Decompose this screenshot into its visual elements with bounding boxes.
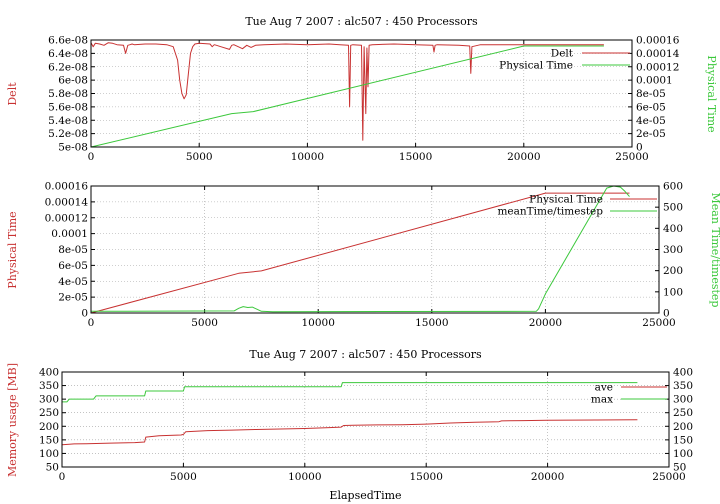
y-tick-label: 400 [39,367,59,379]
x-tick-label: 15000 [409,471,442,483]
y2-tick-label: 8e-05 [636,88,666,100]
x-tick-label: 20000 [507,151,540,163]
y2-tick-label: 600 [663,181,683,193]
y-axis-label: Physical Time [6,211,19,288]
y-tick-label: 5.4e-08 [48,115,88,127]
y2-axis-label: Mean Time/timestep [709,193,720,308]
y2-tick-label: 250 [673,407,693,419]
y-tick-label: 0.00014 [45,196,89,208]
legend-label: Physical Time [499,60,573,72]
y2-tick-label: 350 [673,380,693,392]
x-tick-label: 5000 [191,317,218,329]
x-tick-label: 5000 [170,471,197,483]
y-tick-label: 6e-08 [58,75,88,87]
y2-tick-label: 200 [673,421,693,433]
y-tick-label: 5.8e-08 [48,88,88,100]
y2-tick-label: 4e-05 [636,115,666,127]
y2-tick-label: 2e-05 [636,128,666,140]
y2-tick-label: 50 [673,462,686,474]
legend-label: ave [595,382,613,394]
x-tick-label: 25000 [642,317,675,329]
y2-tick-label: 200 [663,265,683,277]
plot-frame [90,185,660,314]
y-tick-label: 200 [39,421,59,433]
y-tick-label: 0.0001 [51,228,88,240]
y2-tick-label: 300 [663,244,683,256]
y-tick-label: 350 [39,380,59,392]
y-tick-label: 300 [39,394,59,406]
chart-title: Tue Aug 7 2007 : alc507 : 450 Processors [245,15,478,28]
y-tick-label: 0.00016 [45,181,89,193]
y-tick-label: 6.2e-08 [48,61,88,73]
y2-tick-label: 0 [663,308,670,320]
y-tick-label: 0.00012 [45,212,88,224]
y2-tick-label: 150 [673,434,693,446]
y2-tick-label: 400 [663,223,683,235]
y-tick-label: 6e-05 [58,260,88,272]
y-tick-label: 4e-05 [58,276,88,288]
series-line-ave [61,419,638,446]
y-tick-label: 50 [46,462,59,474]
x-tick-label: 0 [59,471,66,483]
x-tick-label: 20000 [529,317,562,329]
y-tick-label: 6.6e-08 [48,35,88,47]
series-line-max [62,382,638,403]
x-tick-label: 10000 [301,317,334,329]
series-line-physical-time [90,45,604,148]
y-tick-label: 8e-05 [58,244,88,256]
y2-tick-label: 300 [673,394,693,406]
y2-tick-label: 0.0001 [636,75,673,87]
y-tick-label: 5.6e-08 [48,101,88,113]
y2-tick-label: 100 [673,448,693,460]
chart-3: Tue Aug 7 2007 : alc507 : 450 Processors… [6,348,693,502]
plot-frame [90,39,633,148]
x-tick-label: 10000 [288,471,321,483]
y2-tick-label: 100 [663,286,683,298]
y2-tick-label: 6e-05 [636,101,666,113]
y-tick-label: 2e-05 [58,292,88,304]
chart-2: 0 5000 10000 15000 20000 2500002e-054e-056e-0… [6,181,720,330]
y2-axis-label: Physical Time [705,55,718,132]
y-tick-label: 5.2e-08 [48,128,88,140]
y-axis-label: Delt [6,82,19,106]
legend-label: meanTime/timestep [497,206,603,218]
x-tick-label: 10000 [291,151,324,163]
x-tick-label: 20000 [531,471,564,483]
legend-label: max [591,394,613,406]
x-tick-label: 25000 [652,471,685,483]
x-tick-label: 15000 [399,151,432,163]
y2-tick-label: 0.00014 [636,48,680,60]
x-tick-label: 5000 [186,151,213,163]
x-tick-label: 25000 [615,151,648,163]
y-tick-label: 250 [39,407,59,419]
y-tick-label: 0 [81,308,88,320]
legend-label: Delt [551,48,574,60]
y-tick-label: 100 [39,448,59,460]
y-axis-label: Memory usage [MB] [6,363,19,477]
y2-tick-label: 400 [673,367,693,379]
series-line-delt [90,42,604,141]
y-tick-label: 150 [39,434,59,446]
legend-label: Physical Time [529,194,603,206]
chart-title: Tue Aug 7 2007 : alc507 : 450 Processors [249,348,482,361]
y2-tick-label: 0.00016 [636,35,680,47]
series-line-physical-time [90,192,630,314]
x-axis-label: ElapsedTime [329,489,401,502]
y2-tick-label: 0.00012 [636,61,679,73]
x-tick-label: 0 [88,151,95,163]
y-tick-label: 5e-08 [58,142,88,154]
y2-tick-label: 500 [663,202,683,214]
chart-1: Tue Aug 7 2007 : alc507 : 450 Processors… [6,15,718,163]
x-tick-label: 0 [88,317,95,329]
y2-tick-label: 0 [636,142,643,154]
plot-frame [61,371,670,468]
x-tick-label: 15000 [415,317,448,329]
y-tick-label: 6.4e-08 [48,48,88,60]
